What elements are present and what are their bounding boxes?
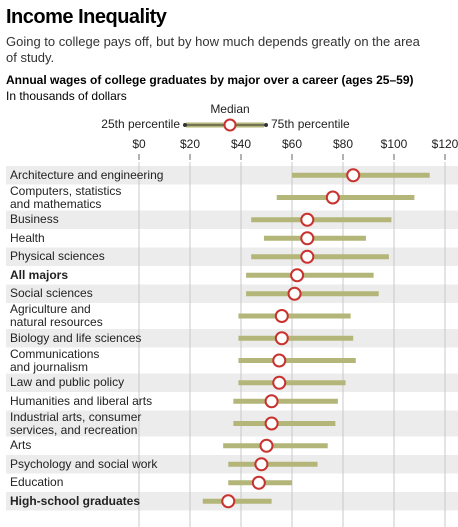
row-band — [6, 284, 458, 303]
category-label: Computers, statistics and mathematics — [10, 183, 122, 211]
x-tick-label: $100 — [381, 137, 408, 151]
median-dot — [325, 190, 340, 205]
category-label: Social sciences — [10, 286, 93, 301]
category-label: Biology and life sciences — [10, 330, 142, 345]
legend-dot — [264, 123, 268, 127]
median-dot — [274, 331, 289, 346]
legend-dot — [183, 123, 187, 127]
x-tick-label: $120 — [432, 137, 458, 151]
category-label: Psychology and social work — [10, 456, 158, 471]
median-dot — [300, 212, 315, 227]
category-label: Physical sciences — [10, 249, 105, 264]
legend-label: Median — [210, 102, 249, 116]
x-tick-label: $0 — [132, 137, 146, 151]
category-label: Education — [10, 475, 64, 490]
rows — [202, 168, 430, 509]
median-dot — [259, 438, 274, 453]
row-band — [6, 410, 458, 437]
median-dot — [290, 268, 305, 283]
x-tick-label: $40 — [231, 137, 251, 151]
row-band — [6, 166, 458, 185]
median-dot — [274, 309, 289, 323]
median-dot — [221, 494, 236, 509]
grid — [138, 162, 446, 527]
category-label: Humanities and liberal arts — [10, 393, 153, 408]
chart-title: Annual wages of college graduates by maj… — [6, 73, 414, 87]
x-tick-label: $60 — [282, 137, 302, 151]
unit-label: In thousands of dollars — [6, 89, 127, 103]
category-label: Law and public policy — [10, 375, 125, 390]
category-label: Health — [10, 230, 45, 245]
x-tick-label: $20 — [180, 137, 200, 151]
category-label: High-school graduates — [10, 493, 141, 508]
row-band — [6, 373, 458, 392]
median-dot — [346, 168, 361, 183]
median-dot — [300, 249, 315, 264]
category-label: All majors — [10, 267, 69, 282]
category-label: Arts — [10, 438, 32, 453]
median-dot — [272, 375, 287, 390]
row-band — [6, 210, 458, 229]
row-backgrounds — [6, 166, 458, 511]
subtitle: Going to college pays off, but by how mu… — [6, 34, 420, 65]
category-label: Business — [10, 212, 59, 227]
row-band — [6, 329, 458, 348]
legend-label: 75th percentile — [271, 117, 350, 131]
median-dot — [251, 475, 266, 490]
median-dot — [254, 457, 269, 472]
legend-median — [223, 118, 237, 132]
median-dot — [300, 231, 315, 246]
median-dot — [264, 394, 279, 409]
legend-label: 25th percentile — [101, 117, 180, 131]
row-band — [6, 247, 458, 266]
median-dot — [264, 416, 279, 431]
category-label: Architecture and engineering — [10, 167, 164, 182]
median-dot — [272, 353, 287, 368]
median-dot — [287, 286, 302, 301]
category-label: Communications and journalism — [10, 346, 100, 374]
title: Income Inequality — [6, 6, 167, 28]
category-label: Industrial arts, consumer services, and … — [10, 409, 142, 437]
x-tick-label: $80 — [333, 137, 353, 151]
category-label: Agriculture and natural resources — [10, 302, 103, 329]
